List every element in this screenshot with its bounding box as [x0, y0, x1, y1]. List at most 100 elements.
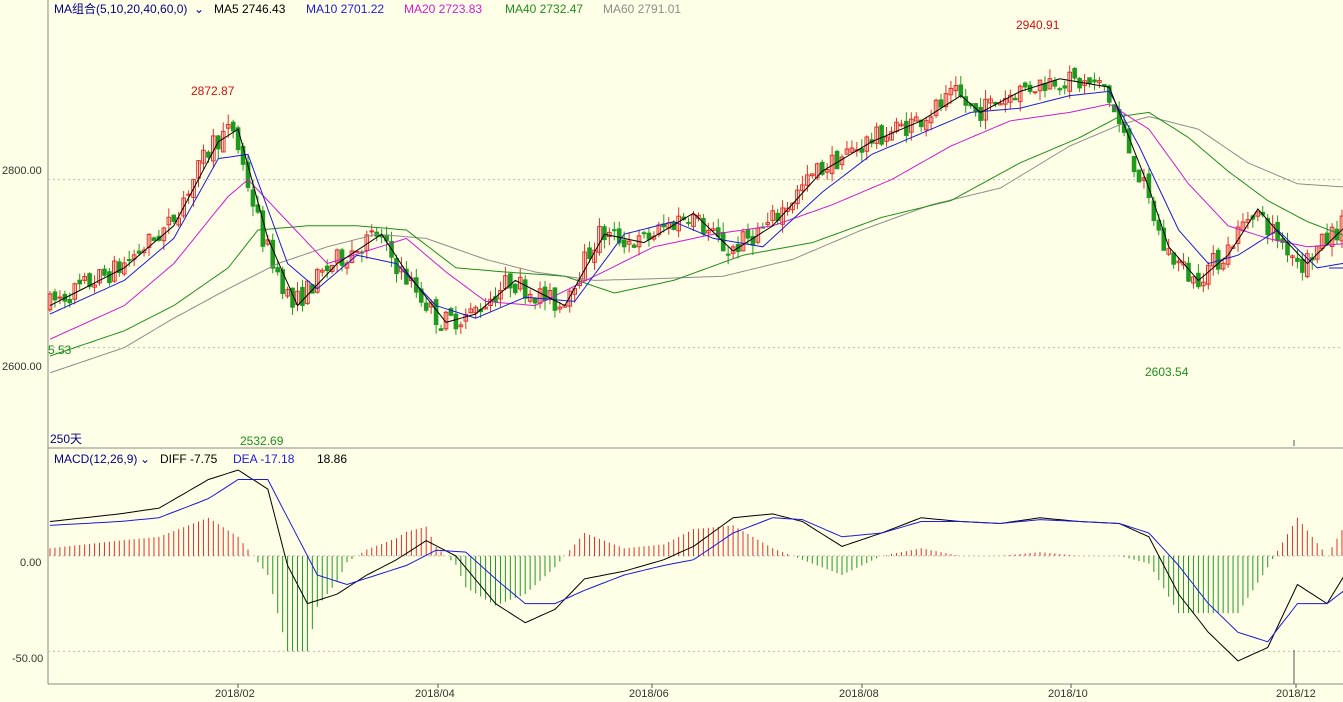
candle-body: [171, 214, 177, 222]
candle-body: [522, 279, 528, 299]
date-tick-2018-06: 2018/06: [629, 688, 669, 700]
candle-body: [691, 214, 696, 227]
candle-body: [874, 126, 879, 144]
macd-lines: [49, 469, 1343, 662]
candle-body: [285, 289, 290, 297]
candle-body: [1136, 169, 1142, 183]
candle-body: [67, 298, 73, 304]
candle-body: [102, 268, 107, 276]
candle-body: [948, 87, 954, 96]
ma5-label: MA5 2746.43: [214, 2, 286, 16]
candle-body: [641, 232, 647, 235]
candle-body: [1017, 85, 1023, 103]
candle-body: [844, 148, 850, 155]
candle-body: [418, 288, 424, 303]
candle-body: [47, 293, 53, 311]
candle-body: [57, 296, 63, 299]
candle-body: [97, 269, 102, 284]
candle-body: [191, 178, 196, 198]
candle-body: [805, 174, 810, 186]
candle-body: [1329, 226, 1335, 247]
ma20-line: [49, 103, 1343, 340]
candle-body: [943, 93, 949, 108]
macd-chevron-icon[interactable]: ⌄: [140, 452, 150, 466]
macd-dea-value: DEA -17.18: [233, 452, 295, 466]
candle-body: [1305, 253, 1310, 278]
candle-body: [800, 184, 805, 192]
candle-body: [141, 249, 147, 254]
ma-group-label[interactable]: MA组合(5,10,20,40,60,0): [54, 1, 187, 16]
candle-body: [1280, 238, 1285, 243]
candle-body: [468, 308, 474, 314]
candle-body: [904, 120, 909, 136]
candle-body: [1285, 241, 1290, 256]
candle-body: [473, 306, 478, 314]
candle-body: [552, 287, 558, 311]
candle-body: [230, 121, 236, 132]
candle-body: [245, 161, 251, 188]
candle-body: [1265, 217, 1271, 236]
candle-body: [220, 130, 226, 153]
candle-body: [745, 229, 751, 239]
candle-body: [740, 231, 746, 252]
ma60-label: MA60 2791.01: [603, 2, 681, 16]
candle-body: [1235, 226, 1241, 244]
candle-body: [602, 226, 607, 241]
candle-body: [983, 98, 988, 121]
candle-body: [329, 264, 335, 272]
macd-diff-value: DIFF -7.75: [160, 452, 218, 466]
candle-body: [1215, 249, 1221, 270]
ma40-line: [49, 111, 1343, 357]
candle-body: [770, 210, 776, 221]
candle-body: [879, 125, 884, 145]
candle-body: [998, 102, 1003, 106]
candle-body: [621, 239, 627, 248]
candle-body: [1156, 219, 1162, 231]
candle-body: [82, 276, 87, 281]
price-tick-2800: 2800.00: [2, 165, 42, 177]
candle-body: [72, 283, 78, 300]
ma5-line: [49, 78, 1343, 323]
candle-body: [517, 276, 523, 290]
candle-body: [1047, 78, 1053, 90]
date-tick-2018-02: 2018/02: [215, 688, 255, 700]
candle-body: [250, 189, 256, 207]
macd-label[interactable]: MACD(12,26,9): [54, 452, 137, 466]
candle-body: [1121, 121, 1127, 133]
candle-body: [161, 227, 167, 242]
candle-body: [112, 260, 117, 282]
candle-body: [988, 98, 993, 104]
candle-body: [859, 148, 865, 153]
candle-body: [1057, 88, 1063, 91]
candle-body: [646, 232, 652, 240]
candle-body: [814, 163, 820, 179]
candle-body: [1220, 262, 1226, 270]
left-edge-value: 5.53: [48, 343, 72, 357]
candle-body: [453, 313, 459, 330]
candle-body: [225, 123, 231, 129]
low-label-2532: 2532.69: [240, 434, 284, 448]
macd-dif-line: [49, 469, 1343, 662]
high-label-2940: 2940.91: [1016, 18, 1060, 32]
macd-tick-neg50: -50.00: [12, 653, 43, 665]
candle-body: [933, 99, 939, 116]
candle-body: [77, 279, 83, 285]
candle-body: [819, 161, 825, 175]
price-tick-2600: 2600.00: [2, 361, 42, 373]
ma-group-chevron-icon[interactable]: ⌄: [194, 2, 204, 16]
candle-body: [701, 217, 706, 235]
candle-body: [953, 85, 959, 92]
candle-body: [275, 267, 280, 273]
ma10-label: MA10 2701.22: [306, 2, 384, 16]
candle-body: [270, 239, 276, 269]
price-gridlines: [48, 179, 1343, 349]
candle-body: [1191, 276, 1196, 284]
candle-body: [899, 123, 904, 127]
macd-tick-0: 0.00: [20, 557, 41, 569]
candle-body: [587, 247, 592, 259]
candle-body: [513, 283, 518, 294]
candle-body: [1008, 94, 1013, 103]
candle-body: [1300, 258, 1305, 273]
candle-body: [438, 328, 444, 331]
date-tick-2018-04: 2018/04: [415, 688, 455, 700]
